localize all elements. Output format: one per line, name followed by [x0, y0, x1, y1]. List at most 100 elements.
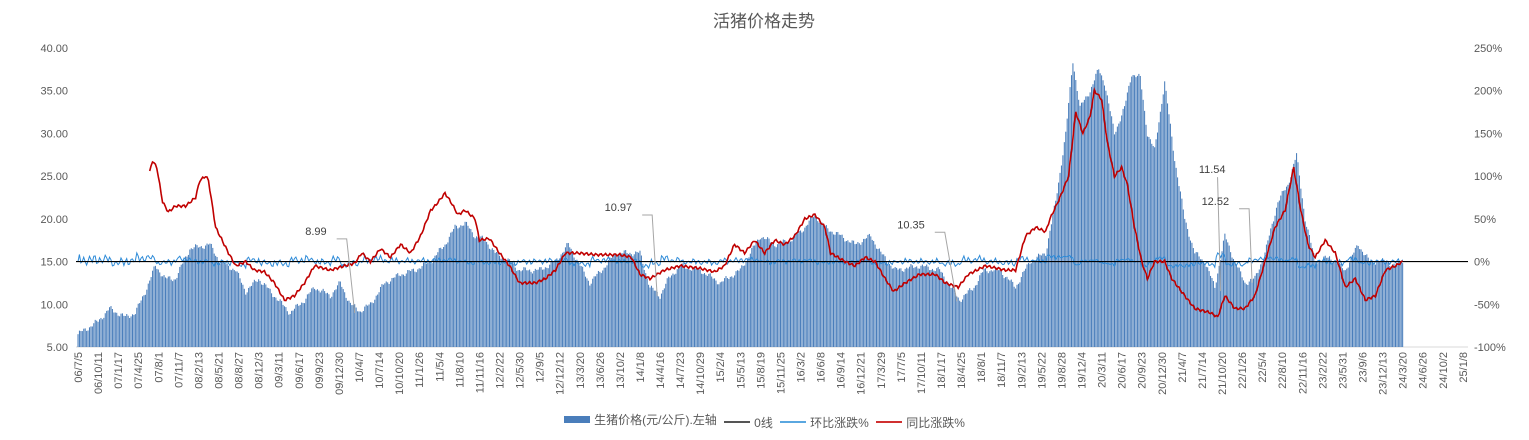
price-bar — [503, 258, 505, 347]
legend-price-label: 生猪价格(元/公斤).左轴 — [594, 413, 717, 427]
price-bar — [1331, 263, 1333, 347]
price-bar — [557, 259, 559, 347]
x-tick-label: 24/6/26 — [1418, 352, 1430, 389]
price-bar — [1231, 257, 1233, 347]
price-bar — [354, 304, 356, 347]
legend-zero-swatch — [724, 421, 751, 423]
price-bar — [1383, 259, 1385, 347]
annotations: 8.99 10.97 10.35 11.54 12.52 — [305, 164, 1253, 313]
price-bar — [1062, 155, 1064, 347]
x-tick-label: 19/5/22 — [1036, 352, 1048, 389]
price-bar — [827, 228, 829, 347]
price-bar — [1135, 77, 1137, 347]
price-bar — [1301, 198, 1303, 347]
x-tick-label: 23/5/31 — [1337, 352, 1349, 389]
price-bar — [655, 290, 657, 347]
price-bar — [1263, 259, 1265, 347]
price-bar — [894, 267, 896, 347]
price-bar — [1045, 255, 1047, 347]
price-bar — [433, 258, 435, 347]
price-bar — [1013, 286, 1015, 347]
price-bar — [1126, 92, 1128, 347]
legend-mom: 环比涨跌% — [780, 414, 869, 431]
price-bar — [810, 216, 812, 347]
price-bar — [1255, 273, 1257, 347]
price-bar — [911, 265, 913, 347]
price-bar — [1199, 259, 1202, 347]
x-tick-label: 18/11/7 — [996, 352, 1008, 388]
price-bar — [1198, 256, 1200, 347]
price-bar — [454, 224, 456, 347]
price-bar — [1399, 262, 1401, 347]
price-bar — [441, 249, 443, 347]
price-bar — [779, 242, 781, 347]
price-bar — [1060, 165, 1062, 347]
price-bar — [142, 296, 144, 347]
price-bar — [225, 264, 227, 347]
price-bar — [635, 251, 637, 347]
price-bar — [111, 309, 113, 347]
price-bar — [1303, 208, 1305, 347]
price-bar — [440, 247, 442, 347]
price-bar — [414, 271, 416, 347]
price-bar — [349, 302, 351, 347]
price-bar — [496, 251, 498, 347]
price-bar — [533, 270, 535, 347]
x-tick-label: 21/4/7 — [1177, 352, 1189, 383]
price-bar — [824, 225, 826, 347]
price-bar — [195, 244, 197, 347]
price-bar — [1162, 94, 1164, 347]
price-bar — [282, 304, 284, 347]
price-bar — [457, 228, 459, 347]
x-tick-label: 13/6/26 — [595, 352, 607, 389]
price-bar — [369, 302, 371, 347]
y-right-tick-label: -50% — [1474, 299, 1500, 311]
price-bar — [477, 237, 479, 347]
price-bar — [246, 292, 248, 347]
price-bar — [1220, 260, 1222, 347]
price-bar — [983, 268, 985, 347]
x-tick-label: 16/6/8 — [816, 352, 828, 383]
price-bar — [276, 300, 278, 347]
price-bar — [962, 299, 964, 347]
price-bar — [398, 275, 400, 347]
price-bar — [447, 242, 449, 347]
price-bar — [123, 315, 125, 347]
price-bar — [104, 313, 106, 347]
price-bar — [1288, 182, 1290, 347]
price-bar — [169, 276, 171, 347]
price-bar — [455, 225, 458, 347]
price-bar — [828, 231, 830, 347]
x-tick-label: 10/7/14 — [374, 352, 386, 389]
price-bar — [200, 246, 202, 347]
price-bar — [348, 300, 350, 347]
price-bar — [957, 297, 959, 347]
price-bar — [412, 268, 415, 347]
price-bar — [1293, 163, 1295, 347]
price-bar — [203, 248, 205, 347]
price-bar — [229, 269, 231, 347]
price-bar — [498, 255, 501, 347]
price-bar — [612, 256, 614, 347]
price-bar — [1078, 99, 1080, 347]
price-bar — [643, 269, 645, 347]
price-bar — [271, 293, 273, 347]
price-bar — [660, 293, 663, 347]
price-bar — [1082, 102, 1084, 347]
price-bar — [131, 314, 134, 347]
price-bar — [1121, 115, 1123, 347]
price-bar — [997, 270, 999, 347]
price-bar — [411, 269, 413, 347]
price-bar — [1146, 136, 1148, 347]
x-tick-label: 06/7/5 — [73, 352, 85, 383]
x-tick-label: 14/1/8 — [635, 352, 647, 383]
price-bar — [137, 303, 139, 347]
price-bar — [1357, 245, 1359, 347]
price-bar — [500, 258, 502, 347]
price-bar — [521, 270, 523, 347]
price-bar — [1000, 270, 1002, 347]
price-bar — [798, 230, 800, 347]
x-tick-label: 08/2/13 — [193, 352, 205, 389]
x-tick-label: 19/2/13 — [1016, 352, 1028, 389]
price-bar — [388, 283, 390, 347]
